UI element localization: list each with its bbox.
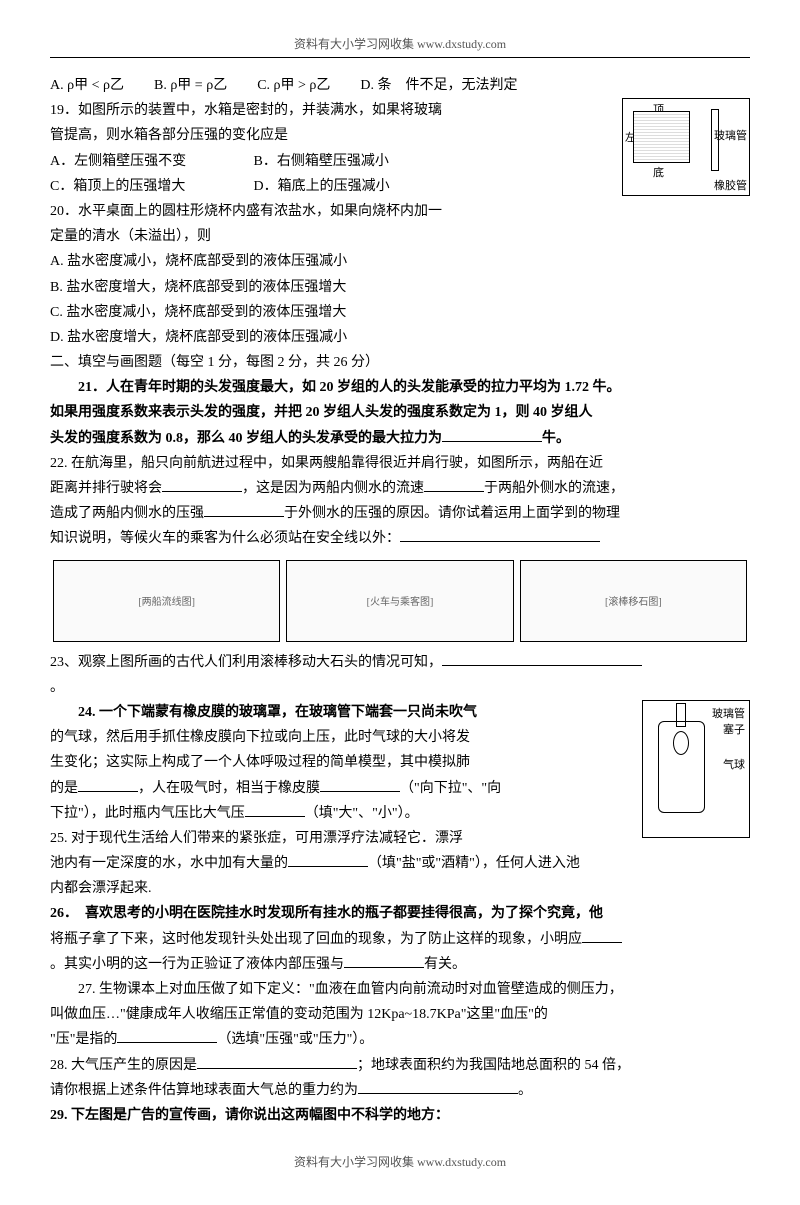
q22-p3: 造成了两船内侧水的压强 于外侧水的压强的原因。请你试着运用上面学到的物理 [50, 501, 750, 526]
q24-p4a: 的是 [50, 781, 78, 796]
section2-title: 二、填空与画图题（每空 1 分，每图 2 分，共 26 分） [50, 350, 750, 375]
q29: 29. 下左图是广告的宣传画，请你说出这两幅图中不科学的地方： [50, 1103, 750, 1128]
q20-stem1: 20．水平桌面上的圆柱形烧杯内盛有浓盐水，如果向烧杯内加一 [50, 199, 750, 224]
q26-blank1[interactable] [582, 928, 622, 943]
q28-p2a: 请你根据上述条件估算地球表面大气总的重力约为 [50, 1083, 358, 1098]
q22-p2c: 于两船外侧水的流速， [484, 481, 624, 496]
q27-p2: 叫做血压…"健康成年人收缩压正常值的变动范围为 12Kpa~18.7KPa"这里… [50, 1002, 750, 1027]
q22-blank2[interactable] [424, 477, 484, 492]
q23-blank[interactable] [442, 651, 642, 666]
q22-blank3[interactable] [204, 502, 284, 517]
q28-p1b: ；地球表面积约为我国陆地总面积的 54 倍， [357, 1058, 630, 1073]
figure-row: [两船流线图] [火车与乘客图] [滚棒移石图] [50, 560, 750, 642]
q22-p4: 知识说明，等候火车的乘客为什么必须站在安全线以外： [50, 526, 750, 551]
q22-p2: 距离并排行驶将会 ，这是因为两船内侧水的流速 于两船外侧水的流速， [50, 476, 750, 501]
q28-p2: 请你根据上述条件估算地球表面大气总的重力约为 。 [50, 1078, 750, 1103]
q25-p2b: （填"盐"或"酒精"），任何人进入池 [368, 856, 580, 871]
q24-p4c: （"向下拉"、"向 [400, 781, 501, 796]
q19-a: A．左侧箱壁压强不变 [50, 149, 250, 174]
q21-p1c: 头发的强度系数为 0.8，那么 40 岁组人的头发承受的最大拉力为 牛。 [50, 426, 750, 451]
q22-p1: 22. 在航海里，船只向前航进过程中，如果两艘船靠得很近并肩行驶，如图所示，两船… [50, 451, 750, 476]
q24-fig-balloon: 气球 [723, 756, 745, 772]
q27-p3: "压"是指的 （选填"压强"或"压力"）。 [50, 1027, 750, 1052]
q24-blank1[interactable] [78, 777, 138, 792]
q24-fig-plug: 塞子 [723, 721, 745, 737]
q24-blank3[interactable] [245, 802, 305, 817]
q27-p3a: "压"是指的 [50, 1032, 117, 1047]
q19-figure: 顶 左 底 玻璃管 橡胶管 [622, 98, 750, 196]
q26-p3: 。其实小明的这一行为正验证了液体内部压强与 有关。 [50, 952, 750, 977]
page-footer: 资料有大小学习网收集 www.dxstudy.com [50, 1148, 750, 1175]
q19-c: C．箱顶上的压强增大 [50, 174, 250, 199]
q23-end: 。 [50, 675, 750, 700]
fig-ships: [两船流线图] [53, 560, 280, 642]
q18-b: B. ρ甲 = ρ乙 [154, 73, 227, 98]
q25-p3: 内都会漂浮起来. [50, 876, 750, 901]
q21-p1a: 21．人在青年时期的头发强度最大，如 20 岁组的人的头发能承受的拉力平均为 1… [50, 375, 750, 400]
q18-d: D. 条 件不足，无法判定 [360, 73, 517, 98]
q25-p2a: 池内有一定深度的水，水中加有大量的 [50, 856, 288, 871]
q19-fig-bottom: 底 [653, 164, 664, 180]
q20-stem2: 定量的清水（未溢出），则 [50, 224, 750, 249]
fig-train: [火车与乘客图] [286, 560, 513, 642]
fig-rollers: [滚棒移石图] [520, 560, 747, 642]
q24-blank2[interactable] [320, 777, 400, 792]
q27-p1: 27. 生物课本上对血压做了如下定义："血液在血管内向前流动时对血管壁造成的侧压… [50, 977, 750, 1002]
q22-blank1[interactable] [162, 477, 242, 492]
q18-options: A. ρ甲 < ρ乙 B. ρ甲 = ρ乙 C. ρ甲 > ρ乙 D. 条 件不… [50, 73, 750, 98]
q20-d: D. 盐水密度增大，烧杯底部受到的液体压强减小 [50, 325, 750, 350]
q28-p1a: 28. 大气压产生的原因是 [50, 1058, 197, 1073]
q23-pre: 23、观察上图所画的古代人们利用滚棒移动大石头的情况可知， [50, 655, 442, 670]
q24-p5b: （填"大"、"小"）。 [305, 806, 419, 821]
q21-p1c-pre: 头发的强度系数为 0.8，那么 40 岁组人的头发承受的最大拉力为 [50, 431, 442, 446]
q25-p2: 池内有一定深度的水，水中加有大量的 （填"盐"或"酒精"），任何人进入池 [50, 851, 750, 876]
q18-a: A. ρ甲 < ρ乙 [50, 73, 124, 98]
q26-p2-text: 将瓶子拿了下来，这时他发现针头处出现了回血的现象，为了防止这样的现象，小明应 [50, 932, 582, 947]
q22-p3b: 于外侧水的压强的原因。请你试着运用上面学到的物理 [284, 506, 620, 521]
q23: 23、观察上图所画的古代人们利用滚棒移动大石头的情况可知， [50, 650, 750, 675]
q20-a: A. 盐水密度减小，烧杯底部受到的液体压强减小 [50, 249, 750, 274]
q24-figure: 玻璃管 塞子 气球 [642, 700, 750, 838]
q18-c: C. ρ甲 > ρ乙 [257, 73, 330, 98]
q19-b: B．右侧箱壁压强减小 [254, 154, 389, 169]
q28-blank1[interactable] [197, 1054, 357, 1069]
q19-d: D．箱底上的压强减小 [254, 179, 390, 194]
q22-p2a: 距离并排行驶将会 [50, 481, 162, 496]
q21-p1c-post: 牛。 [542, 431, 570, 446]
q28-blank2[interactable] [358, 1079, 518, 1094]
q20-c: C. 盐水密度减小，烧杯底部受到的液体压强增大 [50, 300, 750, 325]
page-header: 资料有大小学习网收集 www.dxstudy.com [50, 30, 750, 58]
q26-blank2[interactable] [344, 953, 424, 968]
q20-b: B. 盐水密度增大，烧杯底部受到的液体压强增大 [50, 275, 750, 300]
q24-fig-tube: 玻璃管 [712, 705, 745, 721]
q22-p4-text: 知识说明，等候火车的乘客为什么必须站在安全线以外： [50, 531, 400, 546]
q24-p4b: ，人在吸气时，相当于橡皮膜 [138, 781, 320, 796]
q27-p3b: （选填"压强"或"压力"）。 [217, 1032, 373, 1047]
q26-p3a: 。其实小明的这一行为正验证了液体内部压强与 [50, 957, 344, 972]
q24-p5a: 下拉"），此时瓶内气压比大气压 [50, 806, 245, 821]
q19-fig-rubber: 橡胶管 [714, 177, 747, 193]
q28-p1: 28. 大气压产生的原因是 ；地球表面积约为我国陆地总面积的 54 倍， [50, 1053, 750, 1078]
q26-p2: 将瓶子拿了下来，这时他发现针头处出现了回血的现象，为了防止这样的现象，小明应 [50, 927, 750, 952]
q22-blank4[interactable] [400, 527, 600, 542]
q21-blank[interactable] [442, 427, 542, 442]
q21-p1b: 如果用强度系数来表示头发的强度，并把 20 岁组人头发的强度系数定为 1，则 4… [50, 400, 750, 425]
q26-p1: 26． 喜欢思考的小明在医院挂水时发现所有挂水的瓶子都要挂得很高，为了探个究竟，… [50, 901, 750, 926]
q22-p2b: ，这是因为两船内侧水的流速 [242, 481, 424, 496]
q28-p2b: 。 [518, 1083, 532, 1098]
q22-p3a: 造成了两船内侧水的压强 [50, 506, 204, 521]
q26-p3b: 有关。 [424, 957, 466, 972]
q27-blank[interactable] [117, 1028, 217, 1043]
q25-blank[interactable] [288, 852, 368, 867]
